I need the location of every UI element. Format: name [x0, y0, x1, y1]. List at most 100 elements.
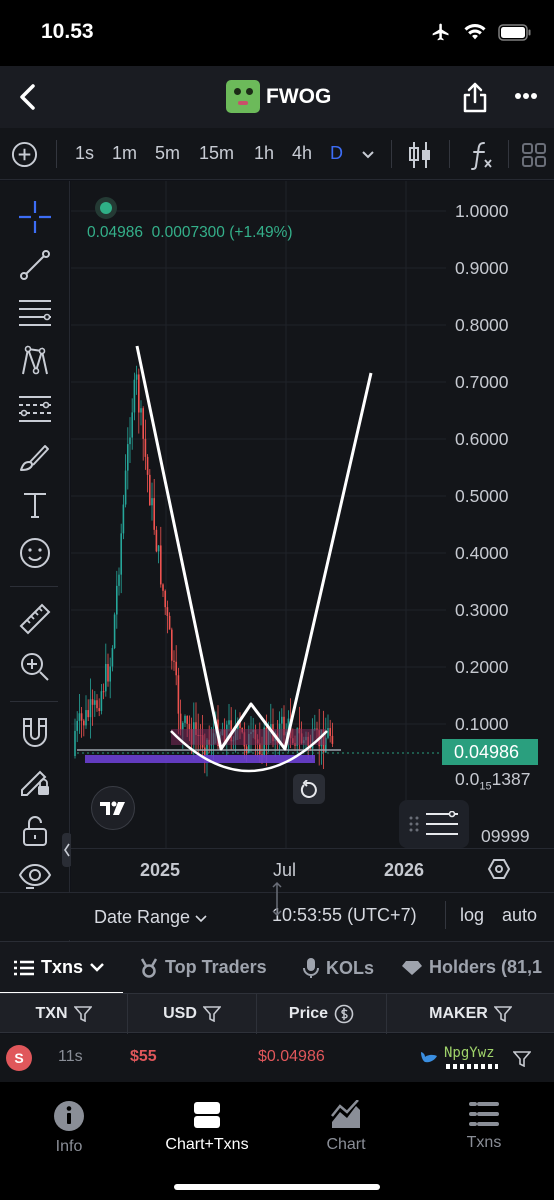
column-price[interactable]: Price: [257, 994, 387, 1034]
function-icon[interactable]: [469, 140, 495, 170]
highlight-zone: [171, 729, 326, 745]
timeframe-1m[interactable]: 1m: [112, 143, 138, 163]
add-indicator-icon[interactable]: [11, 141, 38, 168]
timeframe-15m[interactable]: 15m: [199, 143, 235, 163]
filter-icon[interactable]: [73, 1006, 92, 1022]
collapse-tools-handle[interactable]: [62, 833, 72, 867]
data-tabs: Txns Top Traders KOLs Holders (81,1: [0, 941, 554, 994]
zoom-in-icon: [21, 653, 49, 681]
pattern-tool[interactable]: [15, 341, 55, 381]
nav-info[interactable]: Info: [19, 1100, 119, 1156]
tab-top-traders[interactable]: Top Traders: [140, 957, 267, 978]
more-icon[interactable]: [514, 92, 538, 100]
y-axis-label: 0.8000: [455, 315, 509, 335]
token-title[interactable]: FWOG: [226, 80, 331, 113]
brush-icon: [20, 445, 49, 471]
candle-body: [182, 722, 184, 730]
magnet-tool[interactable]: [15, 713, 55, 753]
chevron-down-icon[interactable]: [361, 150, 375, 159]
dollar-circle-icon[interactable]: [334, 1004, 354, 1024]
tab-holders[interactable]: Holders (81,1: [402, 957, 542, 978]
filter-icon[interactable]: [202, 1006, 221, 1022]
text-tool[interactable]: [15, 485, 55, 525]
candle-body: [144, 438, 147, 457]
emoji-tool[interactable]: [15, 533, 55, 573]
zoom-tool[interactable]: [15, 647, 55, 687]
table-row[interactable]: S 11s $55 $0.04986 NpgYwz: [0, 1034, 554, 1082]
drawn-pattern-line[interactable]: [135, 345, 373, 751]
candle-body: [107, 663, 109, 682]
nav-txns[interactable]: Txns: [434, 1100, 534, 1152]
timeframe-4h[interactable]: 4h: [292, 143, 313, 163]
column-usd[interactable]: USD: [128, 994, 257, 1034]
tab-txns[interactable]: Txns: [14, 957, 104, 978]
status-time: 10.53: [41, 20, 94, 43]
candle-body: [149, 474, 151, 506]
date-range-selector[interactable]: Date Range: [94, 907, 207, 928]
candle-body: [157, 545, 160, 552]
reset-chart-button[interactable]: [293, 774, 325, 804]
nav-info-label: Info: [55, 1138, 83, 1155]
share-icon[interactable]: [462, 81, 488, 113]
filter-icon[interactable]: [513, 1051, 531, 1067]
trend-line-tool[interactable]: [15, 245, 55, 285]
candle-body: [135, 374, 138, 380]
back-arrow-icon[interactable]: [16, 82, 40, 112]
candle-body: [155, 529, 158, 552]
layout-grid-icon[interactable]: [522, 143, 546, 167]
txn-price: $0.04986: [258, 1048, 325, 1065]
toolbar-divider: [508, 140, 509, 168]
candlestick-icon[interactable]: [408, 140, 432, 170]
token-name: FWOG: [266, 84, 332, 108]
price-chart[interactable]: 0.04986 0.0007300 (+1.49%) 1.0000 0.9000…: [0, 181, 554, 941]
candle-body: [325, 737, 327, 753]
nav-txns-label: Txns: [466, 1134, 502, 1151]
toolbar-divider: [391, 140, 392, 168]
candle-body: [83, 720, 85, 726]
nav-chart[interactable]: Chart: [296, 1100, 396, 1154]
auto-scale-toggle[interactable]: auto: [502, 905, 538, 925]
pencil-lock-icon: [21, 770, 49, 796]
candle-body: [151, 498, 153, 506]
unlock-tool[interactable]: [15, 811, 55, 851]
resize-handle-icon[interactable]: [270, 881, 284, 917]
filter-icon[interactable]: [493, 1006, 512, 1022]
timeframe-1s[interactable]: 1s: [75, 143, 95, 163]
tab-kols[interactable]: KOLs: [303, 957, 374, 979]
visibility-tool[interactable]: [15, 857, 55, 897]
crosshair-tool[interactable]: [15, 197, 55, 237]
area-chart-icon: [331, 1100, 360, 1128]
horizontal-lines-tool[interactable]: [15, 293, 55, 333]
column-maker[interactable]: MAKER: [387, 994, 554, 1034]
candle-body: [111, 648, 114, 667]
column-txn[interactable]: TXN: [0, 994, 128, 1034]
drawn-arc[interactable]: [170, 730, 328, 773]
timeframe-1h[interactable]: 1h: [254, 143, 275, 163]
candle-body: [105, 663, 107, 692]
eye-icon: [18, 863, 52, 889]
candle-body: [171, 629, 173, 661]
unlock-icon: [23, 816, 47, 846]
ruler-tool[interactable]: [15, 599, 55, 639]
candle-body: [118, 574, 120, 586]
nav-chart-txns[interactable]: Chart+Txns: [157, 1100, 257, 1154]
support-zone: [85, 755, 315, 763]
list-icon: [14, 960, 34, 975]
candle-body: [173, 660, 175, 662]
chart-canvas[interactable]: [71, 181, 554, 848]
candle-body: [153, 498, 155, 530]
timeframe-d[interactable]: D: [330, 143, 343, 163]
brush-tool[interactable]: [15, 437, 55, 477]
log-scale-toggle[interactable]: log: [460, 905, 485, 925]
timeframe-5m[interactable]: 5m: [155, 143, 181, 163]
maker-address[interactable]: NpgYwz: [444, 1045, 495, 1061]
layers-button[interactable]: [399, 800, 469, 848]
candle-body: [80, 713, 83, 721]
fib-tool[interactable]: [15, 389, 55, 429]
current-price-tag: 0.04986: [442, 739, 538, 765]
tradingview-logo[interactable]: [91, 786, 135, 830]
lock-draw-tool[interactable]: [15, 761, 55, 801]
chart-settings-icon[interactable]: [487, 857, 511, 881]
header: FWOG: [0, 66, 554, 128]
candle-body: [133, 379, 136, 413]
